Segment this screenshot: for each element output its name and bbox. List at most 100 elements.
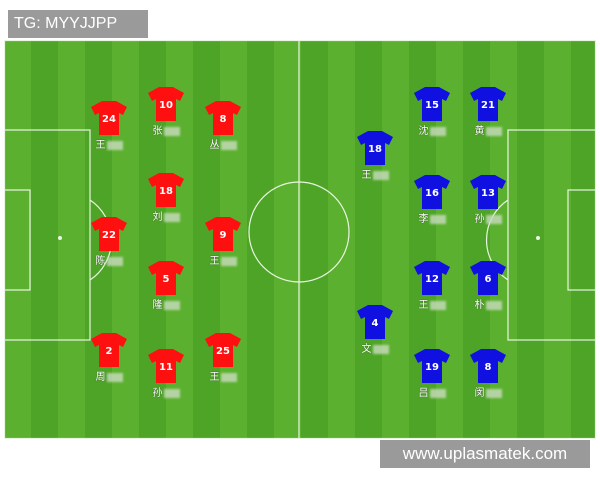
penalty-spot bbox=[536, 236, 540, 240]
jersey-icon: 22 bbox=[91, 217, 127, 251]
player-name: 王 bbox=[79, 136, 139, 151]
jersey-icon: 24 bbox=[91, 101, 127, 135]
pitch-stripe bbox=[31, 40, 58, 439]
jersey-icon: 4 bbox=[357, 305, 393, 339]
away-player: 19 吕 bbox=[402, 348, 462, 399]
jersey-number: 24 bbox=[102, 114, 116, 125]
home-player: 10 张 bbox=[136, 86, 196, 137]
blurred-name bbox=[220, 256, 237, 266]
player-name: 周 bbox=[79, 368, 139, 383]
home-player: 22 陈 bbox=[79, 216, 139, 267]
away-player: 4 文 bbox=[345, 304, 405, 355]
pitch-stripe bbox=[571, 40, 596, 439]
player-name: 王 bbox=[402, 296, 462, 311]
pitch-stripe bbox=[4, 40, 31, 439]
jersey-icon: 6 bbox=[470, 261, 506, 295]
pitch-stripe bbox=[274, 40, 301, 439]
jersey-icon: 21 bbox=[470, 87, 506, 121]
jersey-number: 21 bbox=[481, 100, 495, 111]
player-name: 王 bbox=[345, 166, 405, 181]
blurred-name bbox=[429, 388, 446, 398]
blurred-name bbox=[163, 212, 180, 222]
jersey-number: 22 bbox=[102, 230, 116, 241]
jersey-icon: 8 bbox=[470, 349, 506, 383]
away-player: 15 沈 bbox=[402, 86, 462, 137]
blurred-name bbox=[485, 300, 502, 310]
home-player: 2 周 bbox=[79, 332, 139, 383]
jersey-number: 15 bbox=[425, 100, 439, 111]
jersey-icon: 16 bbox=[414, 175, 450, 209]
jersey-icon: 18 bbox=[357, 131, 393, 165]
away-player: 21 黄 bbox=[458, 86, 518, 137]
away-player: 6 朴 bbox=[458, 260, 518, 311]
pitch-lines bbox=[4, 40, 596, 439]
player-name: 朴 bbox=[458, 296, 518, 311]
jersey-number: 16 bbox=[425, 188, 439, 199]
home-player: 9 王 bbox=[193, 216, 253, 267]
blurred-name bbox=[429, 214, 446, 224]
player-name: 孙 bbox=[136, 384, 196, 399]
player-name: 张 bbox=[136, 122, 196, 137]
blurred-name bbox=[220, 372, 237, 382]
away-player: 13 孙 bbox=[458, 174, 518, 225]
jersey-number: 4 bbox=[372, 318, 379, 329]
away-player: 8 闵 bbox=[458, 348, 518, 399]
jersey-icon: 12 bbox=[414, 261, 450, 295]
jersey-number: 8 bbox=[485, 362, 492, 373]
pitch-stripe bbox=[382, 40, 409, 439]
jersey-number: 13 bbox=[481, 188, 495, 199]
jersey-number: 19 bbox=[425, 362, 439, 373]
player-name: 丛 bbox=[193, 136, 253, 151]
home-player: 18 刘 bbox=[136, 172, 196, 223]
blurred-name bbox=[372, 344, 389, 354]
jersey-number: 6 bbox=[485, 274, 492, 285]
home-player: 24 王 bbox=[79, 100, 139, 151]
pitch-stripe bbox=[58, 40, 85, 439]
blurred-name bbox=[163, 388, 180, 398]
blurred-name bbox=[106, 140, 123, 150]
jersey-icon: 5 bbox=[148, 261, 184, 295]
jersey-number: 10 bbox=[159, 100, 173, 111]
jersey-icon: 15 bbox=[414, 87, 450, 121]
jersey-icon: 8 bbox=[205, 101, 241, 135]
jersey-icon: 2 bbox=[91, 333, 127, 367]
jersey-icon: 19 bbox=[414, 349, 450, 383]
pitch-stripe bbox=[247, 40, 274, 439]
player-name: 陈 bbox=[79, 252, 139, 267]
blurred-name bbox=[163, 300, 180, 310]
blurred-name bbox=[372, 170, 389, 180]
jersey-number: 8 bbox=[220, 114, 227, 125]
home-player: 25 王 bbox=[193, 332, 253, 383]
home-player: 11 孙 bbox=[136, 348, 196, 399]
blurred-name bbox=[106, 256, 123, 266]
home-player: 5 隆 bbox=[136, 260, 196, 311]
blurred-name bbox=[485, 126, 502, 136]
player-name: 孙 bbox=[458, 210, 518, 225]
player-name: 吕 bbox=[402, 384, 462, 399]
player-name: 王 bbox=[193, 368, 253, 383]
jersey-number: 25 bbox=[216, 346, 230, 357]
jersey-icon: 18 bbox=[148, 173, 184, 207]
jersey-number: 5 bbox=[163, 274, 170, 285]
player-name: 黄 bbox=[458, 122, 518, 137]
pitch-stripe bbox=[301, 40, 328, 439]
player-name: 刘 bbox=[136, 208, 196, 223]
blurred-name bbox=[485, 388, 502, 398]
jersey-number: 18 bbox=[368, 144, 382, 155]
away-player: 12 王 bbox=[402, 260, 462, 311]
jersey-icon: 11 bbox=[148, 349, 184, 383]
blurred-name bbox=[220, 140, 237, 150]
player-name: 文 bbox=[345, 340, 405, 355]
blurred-name bbox=[106, 372, 123, 382]
blurred-name bbox=[429, 126, 446, 136]
penalty-spot bbox=[58, 236, 62, 240]
source-tag: TG: MYYJJPP bbox=[8, 10, 148, 38]
pitch-stripe bbox=[355, 40, 382, 439]
blurred-name bbox=[429, 300, 446, 310]
player-name: 李 bbox=[402, 210, 462, 225]
jersey-icon: 9 bbox=[205, 217, 241, 251]
away-player: 16 李 bbox=[402, 174, 462, 225]
blurred-name bbox=[485, 214, 502, 224]
jersey-number: 18 bbox=[159, 186, 173, 197]
pitch-stripe bbox=[328, 40, 355, 439]
